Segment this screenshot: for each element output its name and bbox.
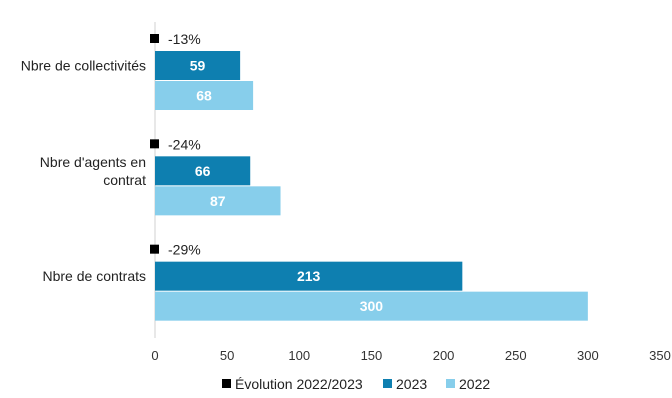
category-label: Nbre de collectivités	[21, 58, 146, 74]
bar-2022	[155, 186, 281, 216]
axis-layer: 0 50 100 150 200 250 300 350	[151, 22, 671, 363]
x-tick-label: 300	[577, 348, 599, 363]
x-tick-label: 50	[220, 348, 234, 363]
legend-label: Évolution 2022/2023	[235, 376, 363, 392]
bar-2023	[155, 261, 463, 291]
bar-value-label: 59	[190, 58, 206, 74]
category-label: Nbre de contrats	[43, 268, 147, 284]
x-tick-label: 0	[151, 348, 158, 363]
x-tick-label: 150	[361, 348, 383, 363]
legend-swatch	[446, 379, 455, 388]
legend: Évolution 2022/2023 2023 2022	[222, 376, 490, 392]
bar-2023	[155, 51, 241, 80]
bar-value-label: 213	[297, 268, 321, 284]
x-tick-label: 200	[433, 348, 455, 363]
legend-label: 2022	[459, 376, 490, 392]
evolution-label: -24%	[168, 136, 201, 152]
x-tick-label: 100	[288, 348, 310, 363]
category-label: Nbre d'agents en contrat	[40, 154, 146, 188]
evolution-marker	[150, 139, 159, 149]
labels-layer: Nbre de collectivités -13% 59 68 Nbre d'agen…	[21, 31, 384, 314]
bar-value-label: 66	[195, 163, 211, 179]
evolution-label: -13%	[168, 31, 201, 47]
evolution-label: -29%	[168, 242, 201, 258]
x-tick-label: 350	[649, 348, 671, 363]
legend-label: 2023	[396, 376, 427, 392]
bar-value-label: 300	[360, 298, 384, 314]
legend-swatch	[222, 379, 231, 388]
bar-2022	[155, 81, 254, 110]
bar-value-label: 87	[210, 193, 226, 209]
evolution-marker	[150, 34, 159, 43]
bar-2023	[155, 156, 251, 186]
legend-swatch	[383, 379, 392, 388]
bars-layer	[150, 34, 588, 321]
evolution-marker	[150, 244, 159, 254]
bar-2022	[155, 291, 588, 321]
x-tick-label: 250	[505, 348, 527, 363]
bar-value-label: 68	[196, 88, 212, 104]
